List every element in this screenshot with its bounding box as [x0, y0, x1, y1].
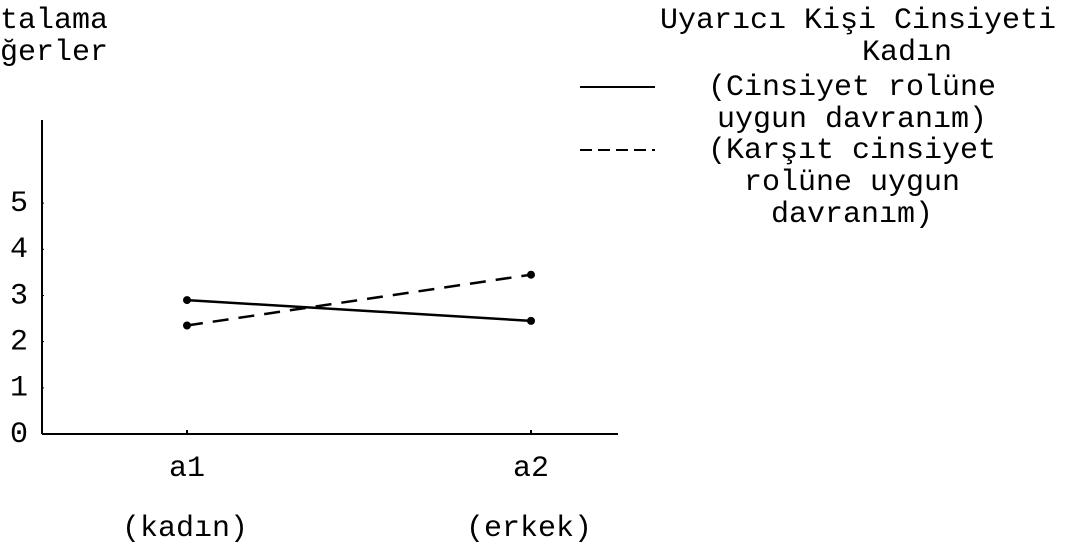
y-tick-label: 4	[10, 233, 28, 267]
line	[186, 298, 532, 323]
y-axis-label: talama	[0, 4, 108, 38]
y-tick-label: 1	[10, 372, 28, 406]
y-tick-label: 2	[10, 326, 28, 360]
x-tick-sublabel: (erkek)	[466, 512, 592, 546]
legend-label: (Cinsiyet rolüne uygun davranım)	[708, 71, 996, 137]
y-tick-label: 0	[10, 418, 28, 452]
point	[527, 270, 535, 279]
x-tick-label: a1	[169, 452, 205, 486]
x-tick-sublabel: (kadın)	[122, 512, 248, 546]
point	[183, 296, 191, 305]
line	[186, 273, 532, 327]
y-axis-label: ğerler	[0, 36, 108, 70]
y-tick-label: 5	[10, 187, 28, 221]
point	[527, 316, 535, 325]
legend-label: (Karşıt cinsiyet rolüne uygun davranım)	[708, 134, 996, 232]
x-tick-label: a2	[513, 452, 549, 486]
point	[183, 321, 191, 330]
y-tick-label: 3	[10, 279, 28, 313]
legend-title: Kadın	[862, 36, 952, 70]
legend-title: Uyarıcı Kişi Cinsiyeti	[660, 4, 1056, 38]
